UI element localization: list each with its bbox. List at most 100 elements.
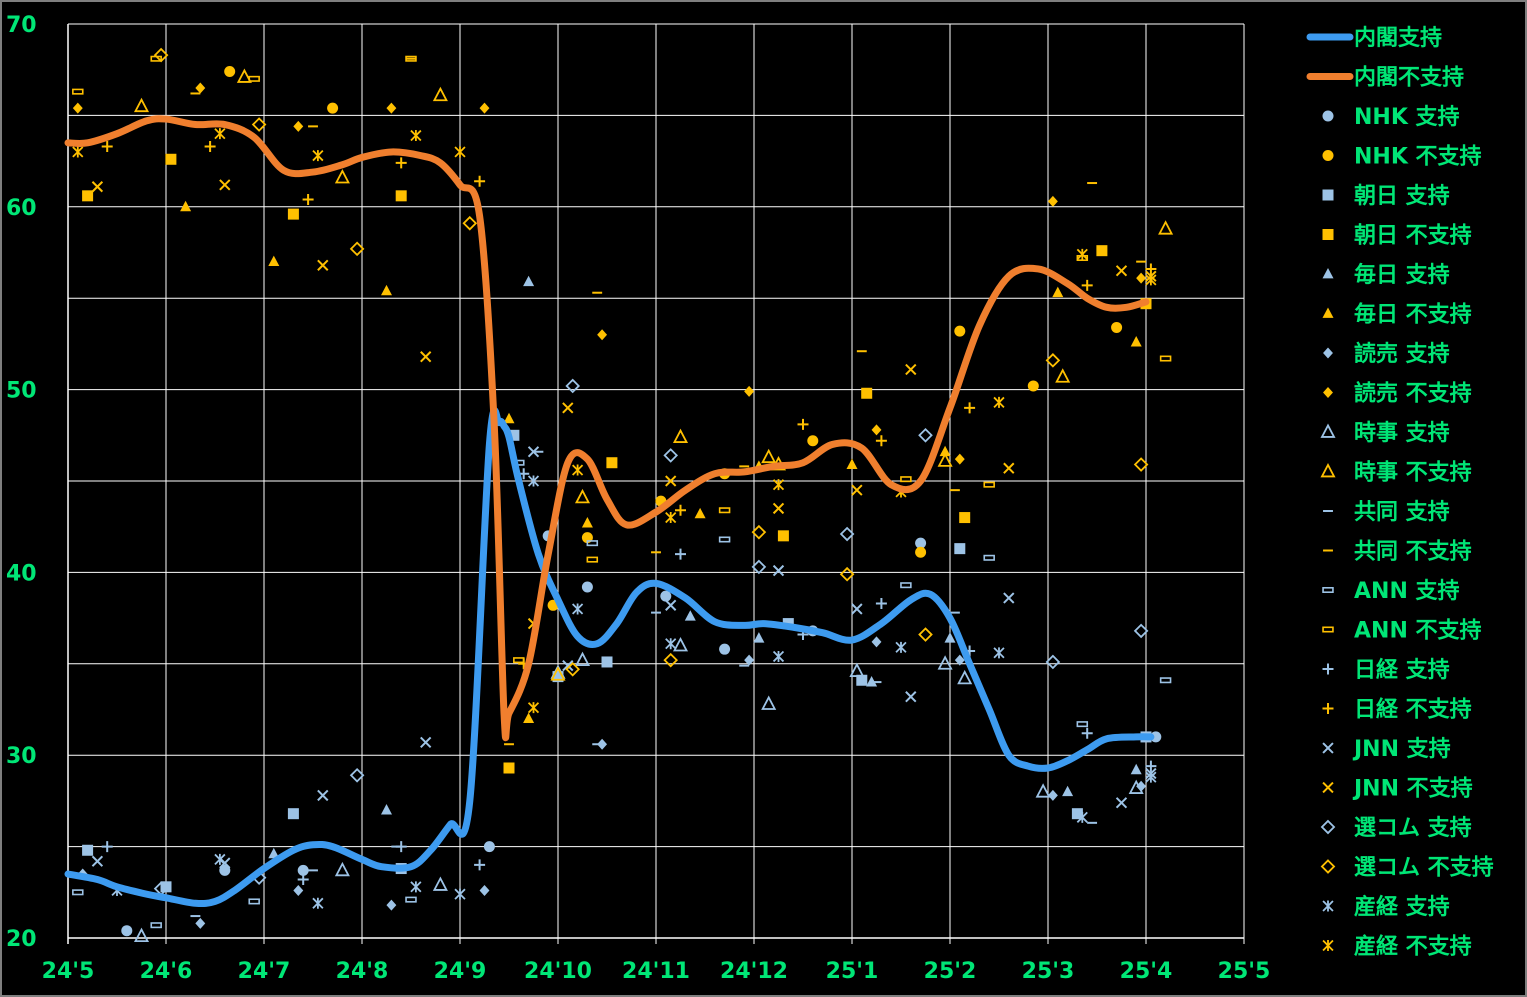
- data-point: [900, 476, 912, 483]
- x-tick-label: 25'3: [1022, 959, 1075, 984]
- data-point: [334, 169, 350, 184]
- x-tick-label: 24'12: [720, 959, 788, 984]
- data-point: [523, 275, 535, 287]
- data-point: [574, 488, 591, 504]
- x-tick-label: 24'10: [524, 959, 592, 984]
- y-tick-label: 40: [6, 561, 37, 586]
- data-point: [871, 424, 882, 436]
- legend-swatch: [1322, 939, 1334, 952]
- data-point: [1128, 779, 1144, 794]
- data-point: [905, 691, 917, 703]
- data-point: [195, 917, 206, 929]
- data-point: [944, 632, 956, 643]
- y-tick-label: 60: [6, 196, 37, 221]
- data-point: [905, 363, 917, 376]
- data-point: [772, 479, 785, 491]
- data-point: [503, 412, 515, 424]
- data-point: [180, 200, 192, 212]
- data-point: [918, 627, 933, 642]
- legend-entry: 毎日 不支持: [1322, 303, 1472, 328]
- data-point: [312, 897, 324, 909]
- legend-label: 内閣不支持: [1354, 66, 1464, 91]
- x-tick-label: 25'2: [924, 959, 977, 984]
- data-point: [349, 767, 365, 783]
- data-point: [386, 102, 397, 114]
- data-point: [121, 925, 133, 937]
- data-point: [527, 475, 540, 487]
- legend-entry: 内閣不支持: [1306, 66, 1464, 91]
- data-point: [871, 636, 882, 648]
- legend-label: 選コム 不支持: [1354, 856, 1494, 881]
- data-point: [251, 117, 267, 132]
- data-point: [410, 881, 422, 893]
- data-point: [744, 654, 755, 666]
- data-point: [684, 610, 696, 621]
- data-point: [861, 387, 873, 399]
- data-point: [964, 402, 976, 414]
- data-point: [101, 140, 113, 152]
- data-point: [1047, 789, 1058, 801]
- data-point: [293, 120, 304, 132]
- data-point: [1133, 623, 1149, 639]
- data-point: [349, 241, 365, 257]
- data-point: [420, 736, 432, 749]
- data-point: [660, 590, 672, 602]
- data-point: [1081, 727, 1093, 739]
- data-point: [302, 193, 314, 205]
- scatter-series: [190, 57, 1147, 746]
- data-point: [297, 874, 309, 886]
- data-point: [839, 566, 855, 582]
- data-point: [1035, 783, 1051, 798]
- data-point: [606, 457, 618, 469]
- legend-label: 時事 不支持: [1354, 460, 1472, 486]
- data-point: [317, 789, 329, 802]
- legend-swatch: [1322, 703, 1334, 714]
- data-point: [761, 448, 777, 464]
- data-point: [937, 655, 953, 670]
- x-tick-label: 25'4: [1120, 959, 1173, 984]
- data-point: [915, 546, 927, 558]
- x-tick-label: 24'7: [238, 959, 291, 984]
- data-point: [849, 662, 865, 677]
- data-point: [900, 582, 912, 589]
- data-point: [675, 548, 686, 560]
- data-point: [101, 841, 113, 853]
- data-point: [954, 543, 966, 555]
- data-point: [672, 636, 689, 652]
- data-point: [287, 808, 299, 820]
- data-point: [895, 641, 907, 653]
- data-point: [839, 526, 855, 542]
- legend-swatch: [1322, 900, 1334, 912]
- data-point: [993, 647, 1005, 659]
- y-tick-label: 70: [6, 13, 37, 38]
- data-point: [334, 861, 350, 877]
- data-point: [663, 652, 679, 668]
- data-point: [915, 537, 927, 549]
- data-point: [72, 88, 84, 95]
- legend-swatch: [1323, 347, 1333, 359]
- data-point: [150, 922, 162, 929]
- data-point: [479, 884, 490, 896]
- data-point: [474, 859, 486, 871]
- data-point: [1027, 380, 1039, 392]
- legend-entry: 内閣支持: [1306, 26, 1442, 51]
- legend-label: 共同 支持: [1354, 500, 1450, 525]
- legend-entry: 産経 支持: [1322, 894, 1450, 920]
- legend-swatch: [1322, 742, 1334, 754]
- data-point: [1076, 721, 1089, 728]
- data-point: [665, 599, 677, 611]
- data-point: [675, 504, 686, 516]
- legend-label: 毎日 不支持: [1354, 303, 1472, 328]
- data-point: [395, 190, 407, 202]
- data-point: [420, 351, 432, 363]
- legend-entry: 毎日 支持: [1322, 263, 1450, 288]
- data-point: [432, 86, 448, 102]
- data-point: [72, 102, 83, 114]
- data-point: [1062, 785, 1074, 797]
- legend-label: 産経 不支持: [1354, 934, 1472, 960]
- scatter-series: [91, 446, 1157, 869]
- data-point: [224, 66, 236, 78]
- data-point: [1130, 763, 1142, 775]
- scatter-series: [268, 275, 1142, 859]
